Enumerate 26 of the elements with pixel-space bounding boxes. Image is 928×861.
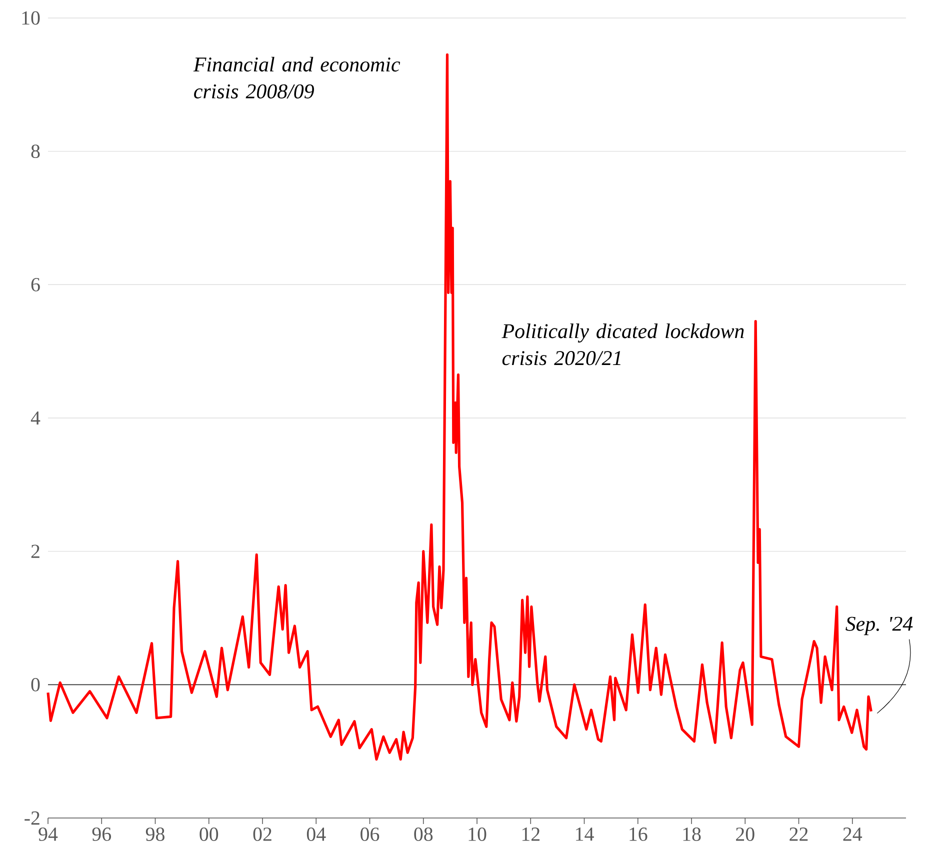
x-tick-label: 12 xyxy=(522,828,540,841)
annotation: Sep. '24 xyxy=(846,616,913,636)
x-tick-label: 96 xyxy=(92,828,111,841)
x-tick-label: 22 xyxy=(790,828,808,841)
y-tick-label: 10 xyxy=(22,11,40,25)
x-tick-label: 20 xyxy=(736,828,754,841)
x-tick-label: 04 xyxy=(306,828,326,841)
x-tick-label: 24 xyxy=(843,828,862,841)
annotation: Politically dicated lockdown crisis 2020/21 xyxy=(502,324,744,366)
x-tick-label: 06 xyxy=(360,828,380,841)
y-tick-label: 0 xyxy=(31,678,40,692)
x-tick-label: 94 xyxy=(38,828,58,841)
x-tick-label: 08 xyxy=(414,828,433,841)
y-tick-label: 8 xyxy=(31,144,40,158)
y-tick-label: 4 xyxy=(30,411,40,425)
x-tick-label: 00 xyxy=(200,828,218,841)
y-tick-label: 2 xyxy=(31,544,40,558)
x-tick-label: 10 xyxy=(468,828,486,841)
y-tick-label: -2 xyxy=(24,811,40,825)
x-tick-label: 14 xyxy=(576,828,594,841)
y-tick-label: 6 xyxy=(31,278,40,292)
x-tick-label: 98 xyxy=(146,828,164,841)
annotation: Financial and economic crisis 2008/09 xyxy=(193,56,400,98)
x-tick-label: 16 xyxy=(630,828,648,841)
x-tick-label: 02 xyxy=(253,828,272,841)
x-tick-label: 18 xyxy=(683,828,701,841)
